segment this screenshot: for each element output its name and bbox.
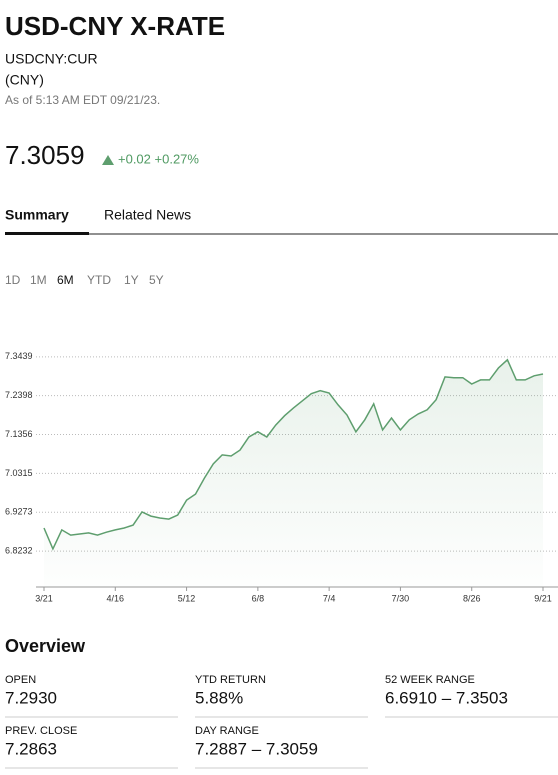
stat-value: 6.6910 – 7.3503 bbox=[385, 688, 508, 707]
range-button[interactable]: 5Y bbox=[149, 273, 164, 287]
tab[interactable]: Summary bbox=[5, 207, 69, 223]
x-tick-label: 4/16 bbox=[107, 593, 125, 603]
up-arrow bbox=[102, 155, 114, 165]
x-tick-label: 6/8 bbox=[252, 593, 265, 603]
range-button[interactable]: 1Y bbox=[124, 273, 139, 287]
tab[interactable]: Related News bbox=[104, 207, 191, 223]
y-tick-label: 7.1356 bbox=[5, 429, 33, 439]
price-line bbox=[43, 358, 544, 551]
symbol: USDCNY:CUR bbox=[5, 51, 98, 67]
stat-label: PREV. CLOSE bbox=[5, 725, 77, 737]
x-tick-label: 5/12 bbox=[178, 593, 196, 603]
x-tick-label: 8/26 bbox=[463, 593, 481, 603]
price: 7.3059 bbox=[5, 140, 85, 170]
stat-label: YTD RETURN bbox=[195, 674, 266, 686]
range-button[interactable]: 6M bbox=[57, 273, 74, 287]
stat-label: DAY RANGE bbox=[195, 725, 259, 737]
y-tick-label: 6.9273 bbox=[5, 507, 33, 517]
range-button[interactable]: 1D bbox=[5, 273, 21, 287]
title: USD-CNY X-RATE bbox=[5, 11, 225, 41]
stat-value: 7.2863 bbox=[5, 739, 57, 758]
area-fill bbox=[44, 359, 543, 587]
currency: (CNY) bbox=[5, 72, 44, 88]
change: +0.02 +0.27% bbox=[118, 151, 199, 166]
stat-value: 7.2930 bbox=[5, 688, 57, 707]
x-tick-label: 7/4 bbox=[323, 593, 336, 603]
y-tick-label: 7.0315 bbox=[5, 468, 33, 478]
stat-value: 7.2887 – 7.3059 bbox=[195, 739, 318, 758]
x-tick-label: 3/21 bbox=[35, 593, 53, 603]
overview-title: Overview bbox=[5, 636, 86, 656]
range-button[interactable]: 1M bbox=[30, 273, 47, 287]
x-tick-label: 7/30 bbox=[392, 593, 410, 603]
y-tick-label: 7.3439 bbox=[5, 351, 33, 361]
range-button[interactable]: YTD bbox=[87, 273, 111, 287]
as-of: As of 5:13 AM EDT 09/21/23. bbox=[5, 93, 160, 107]
stat-label: OPEN bbox=[5, 674, 36, 686]
tab-underline bbox=[5, 232, 89, 235]
y-tick-label: 7.2398 bbox=[5, 390, 33, 400]
stat-label: 52 WEEK RANGE bbox=[385, 674, 475, 686]
stat-value: 5.88% bbox=[195, 688, 243, 707]
x-tick-label: 9/21 bbox=[534, 593, 552, 603]
y-tick-label: 6.8232 bbox=[5, 545, 33, 555]
